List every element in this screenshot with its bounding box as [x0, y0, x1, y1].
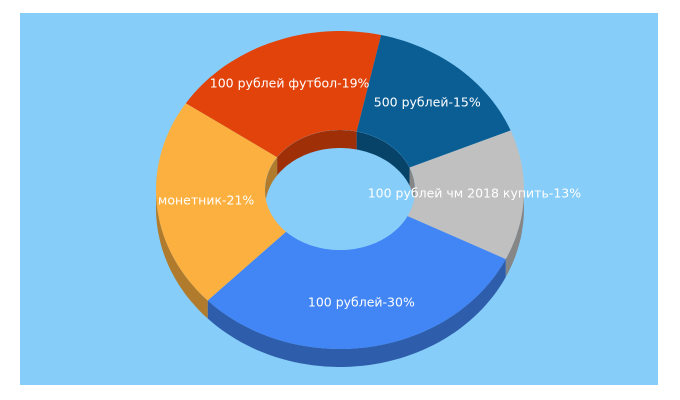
- slice: [185, 31, 382, 158]
- inner-walls: [265, 130, 415, 208]
- slice-side: [505, 190, 524, 278]
- slice-label: монетник-21%: [158, 192, 254, 207]
- slice-inner-wall: [277, 130, 357, 176]
- slice-label: 100 рублей чм 2018 купить-13%: [368, 185, 582, 200]
- donut-hole: [265, 130, 415, 250]
- slice: [356, 35, 511, 168]
- slice: [156, 103, 287, 301]
- slice-inner-wall: [409, 167, 415, 208]
- slice: [207, 216, 506, 349]
- slice-label: 100 рублей футбол-19%: [210, 75, 370, 90]
- slice-inner-wall: [265, 157, 278, 208]
- slice-label: 100 рублей-30%: [308, 295, 415, 310]
- slice-side: [207, 259, 506, 367]
- slice: [407, 130, 524, 260]
- slice-inner-wall: [356, 131, 410, 186]
- slice-side: [156, 190, 208, 319]
- slice-label: 500 рублей-15%: [374, 94, 481, 109]
